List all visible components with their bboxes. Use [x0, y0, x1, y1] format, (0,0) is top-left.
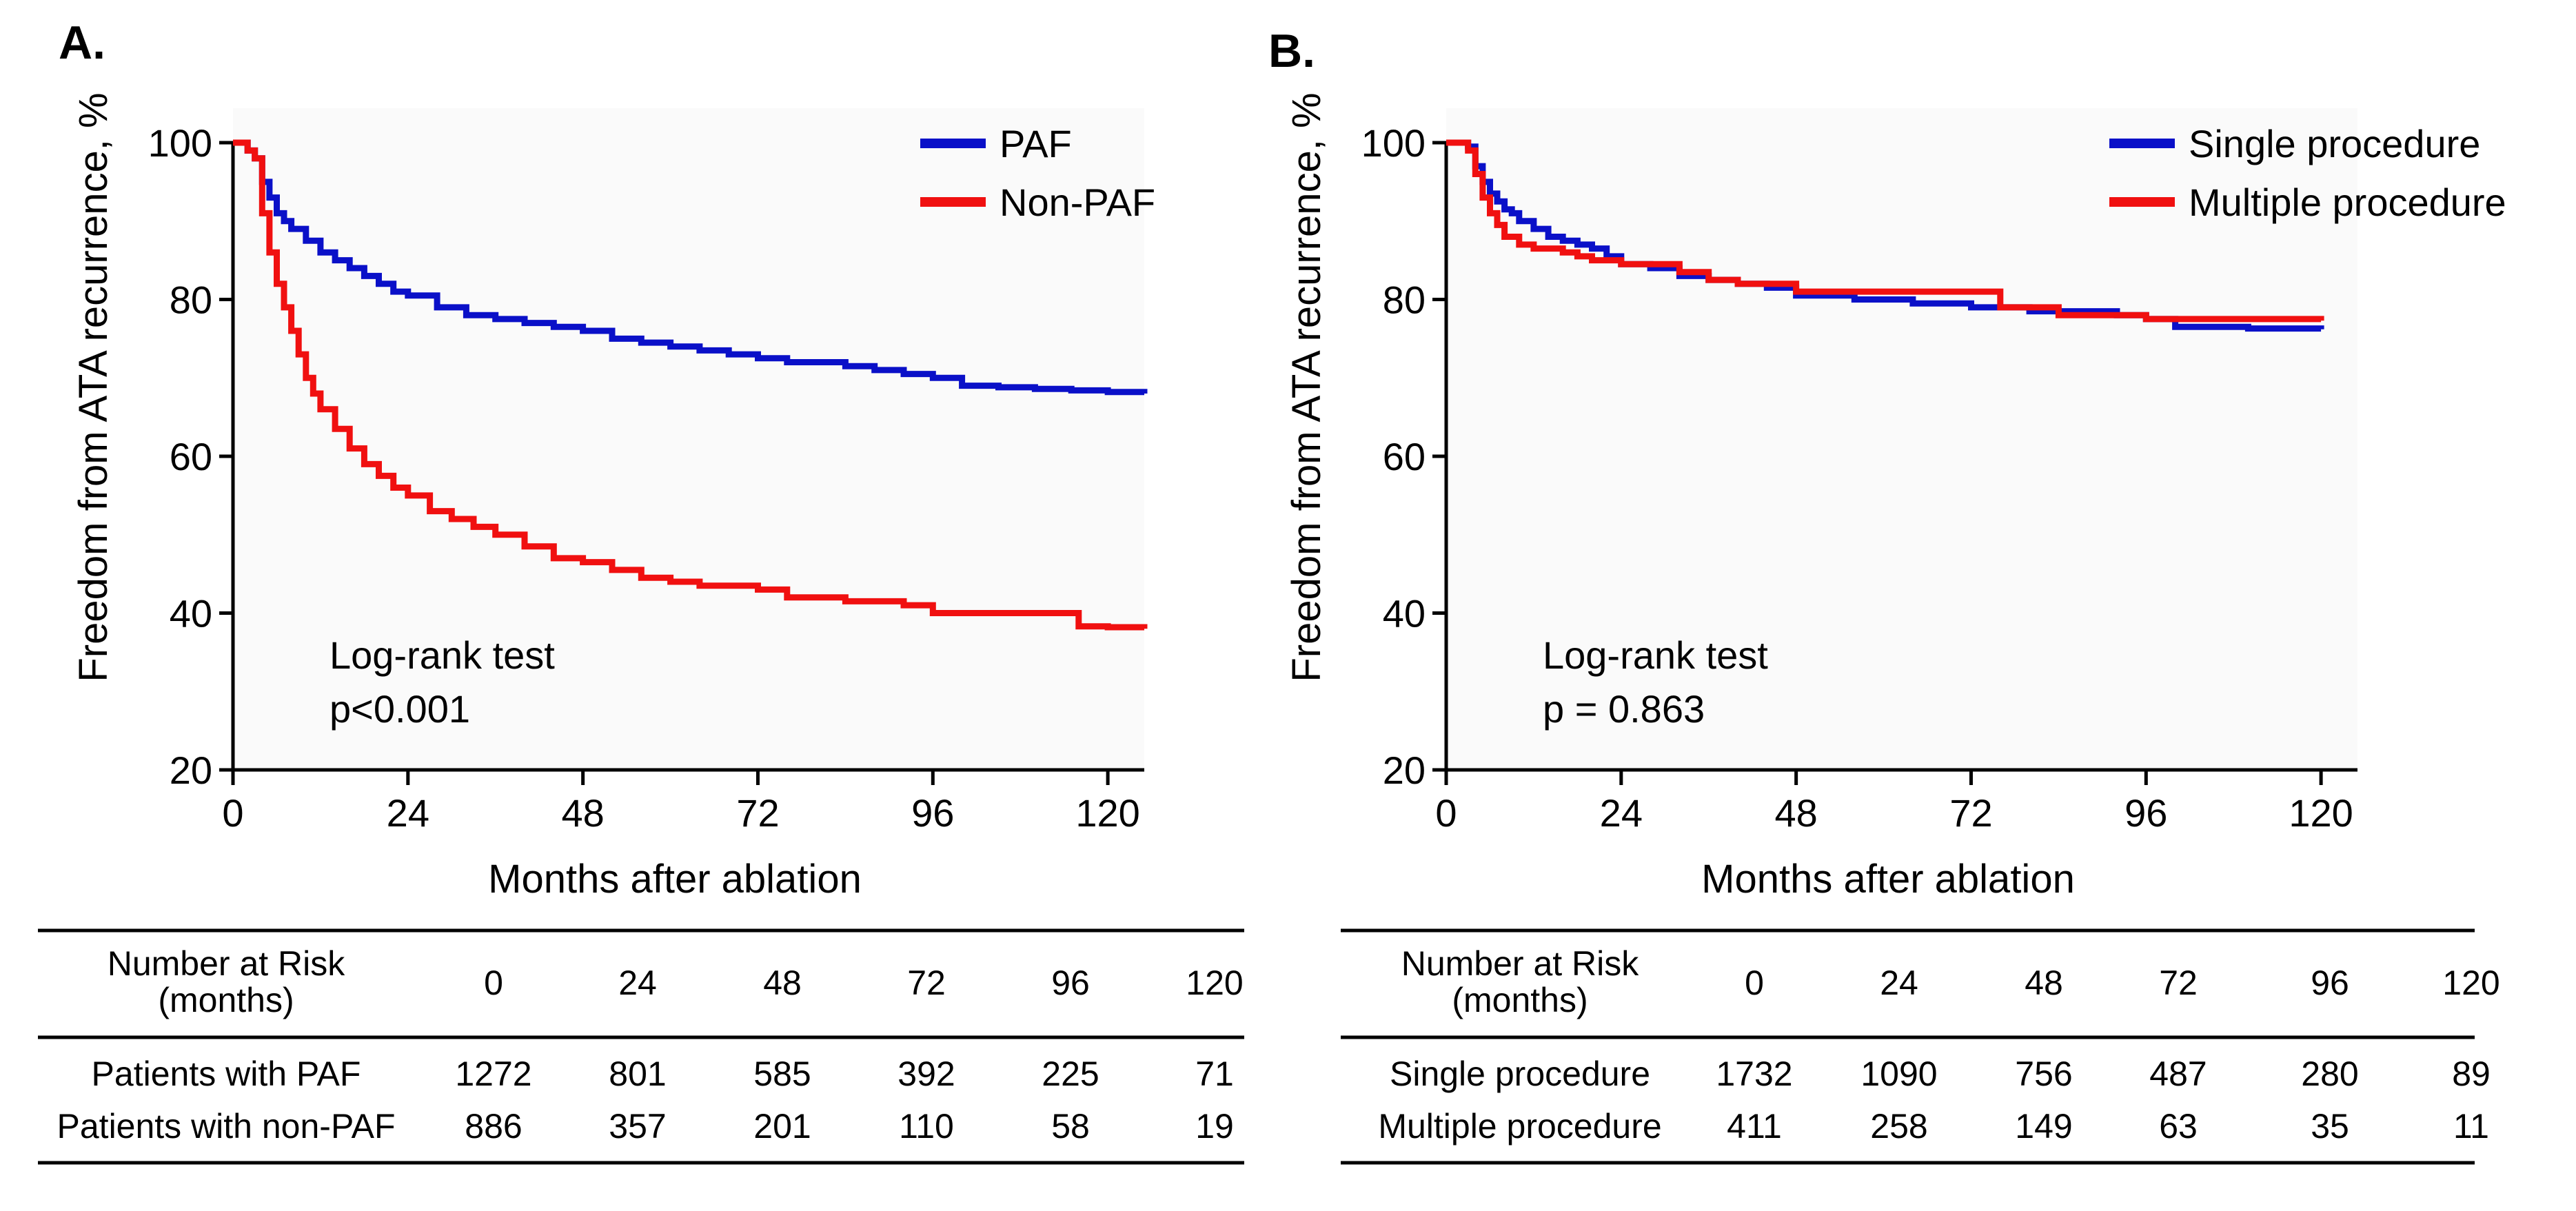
- x-tick-label: 120: [1075, 791, 1139, 835]
- risk-month-header: 120: [1186, 964, 1243, 1002]
- x-tick-label: 72: [1949, 791, 1992, 835]
- panel-label: B.: [1268, 25, 1315, 77]
- annotation-text: p<0.001: [329, 687, 470, 731]
- risk-value: 1272: [455, 1055, 531, 1093]
- risk-value: 1090: [1860, 1055, 1937, 1093]
- y-tick-label: 100: [1361, 121, 1426, 165]
- x-tick-label: 120: [2289, 791, 2353, 835]
- legend-label: Multiple procedure: [2189, 181, 2506, 224]
- risk-month-header: 24: [618, 964, 657, 1002]
- risk-value: 392: [897, 1055, 955, 1093]
- risk-value: 58: [1051, 1107, 1090, 1146]
- x-axis-title: Months after ablation: [488, 857, 862, 902]
- risk-row-label: Single procedure: [1390, 1055, 1650, 1093]
- risk-month-header: 48: [2025, 964, 2063, 1002]
- risk-value: 801: [609, 1055, 666, 1093]
- series-line-second: [1446, 139, 2324, 323]
- risk-value: 1732: [1716, 1055, 1792, 1093]
- y-tick-label: 100: [148, 121, 212, 165]
- x-tick-label: 48: [561, 791, 604, 835]
- legend-label: PAF: [1000, 122, 1072, 165]
- annotation-text: p = 0.863: [1543, 687, 1705, 731]
- risk-table-b: Number at Risk(months) 0 24 48 72 96 120 Single…: [1341, 928, 2500, 1165]
- panel-a: A. 20 40 60 80 100 0 24 48 72 96 120 Months after ab…: [59, 17, 1155, 902]
- risk-value: 487: [2149, 1055, 2207, 1093]
- y-axis-title: Freedom from ATA recurrence, %: [1284, 92, 1329, 682]
- risk-header-label: Number at Risk: [108, 944, 346, 983]
- y-tick-label: 60: [1383, 435, 1426, 478]
- risk-month-header: 96: [2311, 964, 2349, 1002]
- risk-value: 357: [609, 1107, 666, 1146]
- x-tick-label: 48: [1774, 791, 1817, 835]
- risk-table-a: Number at Risk(months) 0 24 48 72 96 120 Patien…: [38, 928, 1244, 1165]
- risk-value: 585: [753, 1055, 811, 1093]
- panel-b: B. 20 40 60 80 100 0 24 48 72 96 120 Months after ab…: [1268, 25, 2506, 902]
- x-tick-label: 0: [1435, 791, 1457, 835]
- risk-value: 756: [2015, 1055, 2072, 1093]
- y-tick-label: 20: [170, 749, 212, 792]
- risk-month-header: 120: [2442, 964, 2499, 1002]
- risk-value: 201: [753, 1107, 811, 1146]
- risk-value: 411: [1727, 1107, 1782, 1146]
- risk-value: 886: [465, 1107, 522, 1146]
- risk-row-label: Patients with PAF: [92, 1055, 361, 1093]
- risk-value: 149: [2015, 1107, 2072, 1146]
- y-tick-label: 40: [1383, 592, 1426, 635]
- legend-label: Non-PAF: [1000, 181, 1155, 224]
- risk-value: 280: [2301, 1055, 2358, 1093]
- risk-month-header: 72: [907, 964, 946, 1002]
- risk-header-label: (months): [1452, 981, 1588, 1019]
- y-tick-label: 40: [170, 592, 212, 635]
- plot-area: [233, 108, 1144, 770]
- risk-header-label: (months): [158, 981, 294, 1019]
- risk-month-header: 0: [1745, 964, 1764, 1002]
- risk-row-label: Patients with non-PAF: [57, 1107, 396, 1146]
- series-line-second: [233, 139, 1148, 631]
- risk-value: 71: [1195, 1055, 1234, 1093]
- x-axis-title: Months after ablation: [1701, 857, 2075, 902]
- risk-month-header: 48: [763, 964, 802, 1002]
- series-line-first: [233, 139, 1148, 396]
- risk-month-header: 0: [484, 964, 503, 1002]
- x-tick-label: 24: [1600, 791, 1643, 835]
- risk-month-header: 96: [1051, 964, 1090, 1002]
- risk-value: 89: [2452, 1055, 2491, 1093]
- risk-value: 110: [899, 1107, 954, 1146]
- plot-area: [1446, 108, 2357, 770]
- risk-value: 35: [2311, 1107, 2349, 1146]
- y-tick-label: 80: [170, 278, 212, 322]
- y-axis-title: Freedom from ATA recurrence, %: [71, 92, 116, 682]
- x-tick-label: 24: [387, 791, 429, 835]
- x-tick-label: 96: [911, 791, 954, 835]
- risk-row-label: Multiple procedure: [1378, 1107, 1661, 1146]
- risk-month-header: 24: [1880, 964, 1918, 1002]
- panel-label: A.: [59, 17, 105, 69]
- risk-month-header: 72: [2159, 964, 2198, 1002]
- risk-value: 63: [2159, 1107, 2198, 1146]
- legend-label: Single procedure: [2189, 122, 2480, 165]
- risk-value: 11: [2453, 1107, 2489, 1146]
- annotation-text: Log-rank test: [329, 633, 555, 677]
- y-tick-label: 60: [170, 435, 212, 478]
- y-tick-label: 20: [1383, 749, 1426, 792]
- risk-value: 225: [1042, 1055, 1099, 1093]
- risk-value: 258: [1870, 1107, 1927, 1146]
- x-tick-label: 0: [222, 791, 243, 835]
- risk-value: 19: [1195, 1107, 1234, 1146]
- risk-header-label: Number at Risk: [1401, 944, 1640, 983]
- x-tick-label: 72: [736, 791, 779, 835]
- annotation-text: Log-rank test: [1543, 633, 1768, 677]
- y-tick-label: 80: [1383, 278, 1426, 322]
- x-tick-label: 96: [2124, 791, 2167, 835]
